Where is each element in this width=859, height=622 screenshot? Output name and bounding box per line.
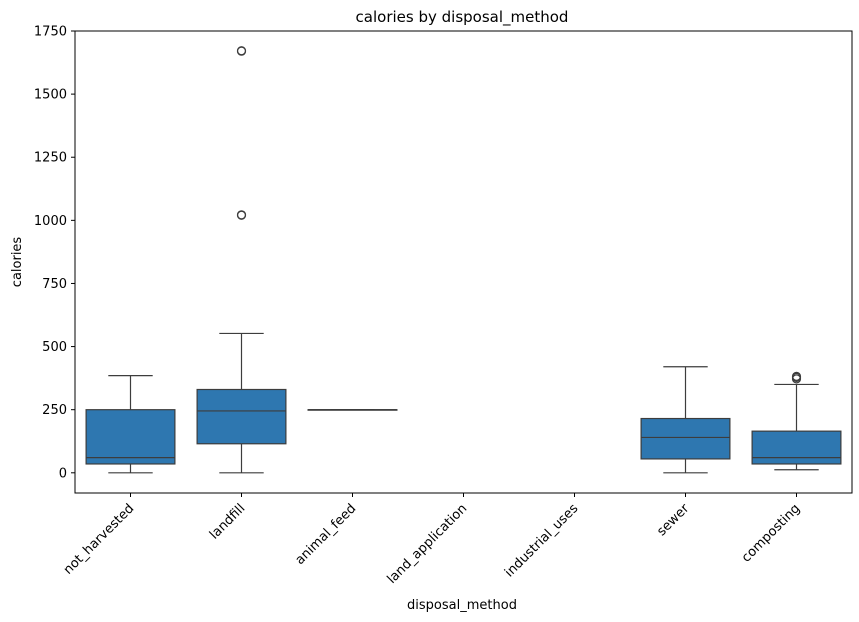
box-landfill [196, 46, 287, 474]
x-axis-label: disposal_method [407, 598, 517, 613]
y-axis-label: calories [10, 237, 25, 288]
boxes [85, 46, 842, 474]
x-tick-label: animal_feed [293, 501, 360, 568]
x-tick-label: composting [739, 501, 803, 565]
y-tick-label: 750 [42, 277, 67, 292]
plot-area [74, 30, 853, 494]
outlier-point [236, 46, 247, 56]
outlier-point [236, 210, 247, 220]
box-composting [751, 371, 842, 471]
y-tick-label: 0 [59, 466, 67, 481]
x-tick-label: land_application [385, 501, 471, 587]
x-tick-label: industrial_uses [502, 501, 581, 580]
box-animal_feed [307, 409, 398, 411]
box-iqr [751, 430, 842, 465]
x-axis: not_harvested landfill animal_feed land_app… [61, 493, 803, 587]
x-tick-label: sewer [654, 501, 692, 539]
box-sewer [640, 366, 731, 474]
plot-frame [74, 30, 853, 494]
chart-title: calories by disposal_method [356, 8, 569, 27]
outlier-point [791, 371, 802, 381]
box-iqr [640, 417, 731, 460]
y-tick-label: 500 [42, 340, 67, 355]
y-tick-label: 1250 [34, 151, 67, 166]
box-not_harvested [85, 375, 176, 474]
y-tick-label: 1750 [34, 25, 67, 40]
x-tick-label: landfill [207, 501, 248, 542]
y-tick-label: 1500 [34, 88, 67, 103]
y-tick-label: 250 [42, 403, 67, 418]
y-axis: 0 250 500 750 1000 1250 1500 1750 [34, 25, 75, 481]
y-tick-label: 1000 [34, 214, 67, 229]
x-tick-label: not_harvested [61, 501, 137, 577]
box-iqr [196, 388, 287, 445]
box-iqr [85, 409, 176, 465]
